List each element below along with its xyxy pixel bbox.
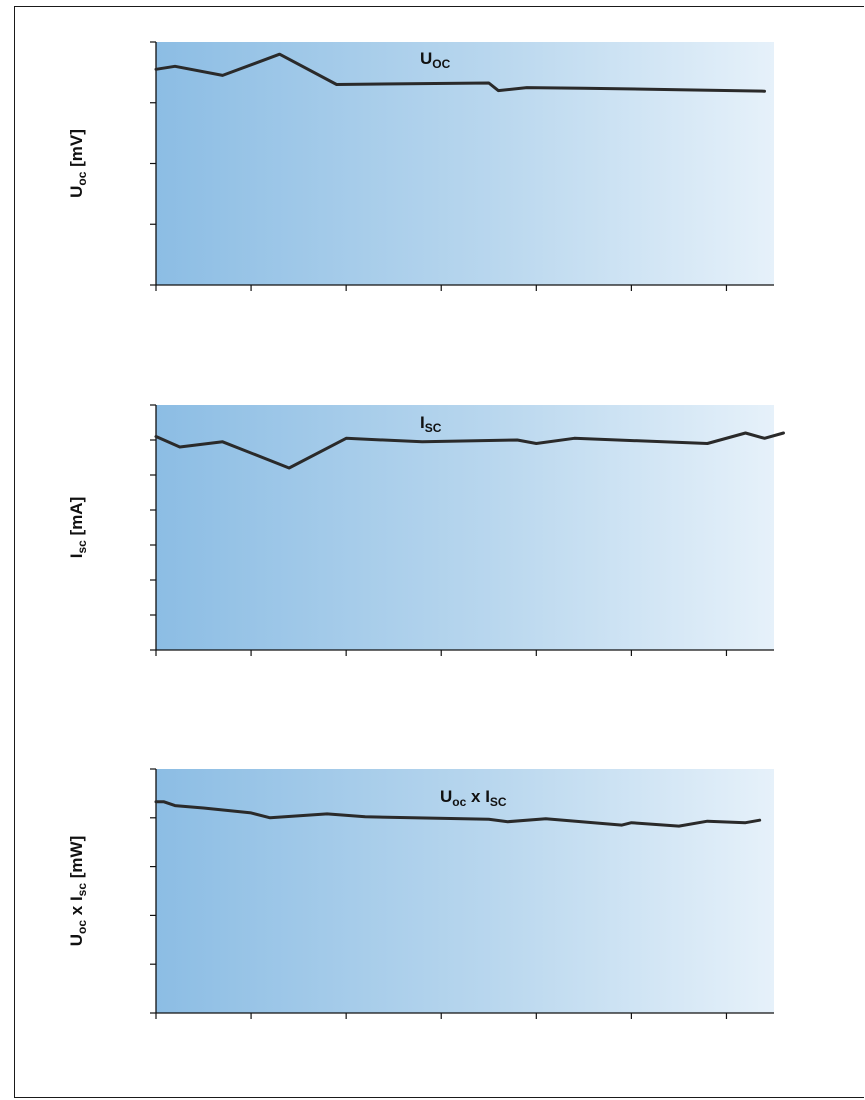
plot-area-2	[156, 405, 774, 650]
chart-3: Uoc x Isc [mW]Uoc x ISC	[67, 768, 774, 1019]
y-axis-label-3: Uoc x Isc [mW]	[67, 836, 89, 947]
series-label-2: ISC	[420, 413, 442, 435]
y-axis-label-2-part-0: I	[67, 554, 86, 559]
series-label-3-part-3: SC	[490, 795, 507, 809]
y-axis-label-3-part-3: sc	[75, 883, 89, 897]
series-label-3: Uoc x ISC	[440, 787, 507, 809]
series-line-3	[154, 800, 762, 828]
y-axis-label-1-part-0: U	[67, 186, 86, 198]
series-line-1	[154, 52, 766, 93]
y-axis-label-1-part-2: [mV]	[67, 129, 86, 172]
series-label-2-part-0: I	[420, 413, 425, 432]
y-axis-label-2: Isc [mA]	[67, 497, 89, 559]
series-label-3-part-1: oc	[452, 795, 466, 809]
y-axis-label-3-part-4: [mW]	[67, 836, 86, 883]
y-axis-label-3-part-1: oc	[75, 920, 89, 934]
y-axis-label-2-part-2: [mA]	[67, 497, 86, 540]
series-label-1: UOC	[420, 49, 451, 71]
plot-area-3	[156, 769, 774, 1013]
y-axis-label-3-part-2: x I	[67, 896, 86, 920]
chart-1: Uoc [mV]UOC	[67, 41, 774, 291]
chart-2: Isc [mA]ISC	[67, 404, 785, 656]
series-label-3-part-2: x I	[466, 787, 490, 806]
series-label-1-part-1: OC	[432, 57, 450, 71]
y-axis-label-1-part-1: oc	[75, 171, 89, 185]
y-axis-label-1: Uoc [mV]	[67, 129, 89, 198]
series-line-2	[154, 431, 785, 470]
series-label-1-part-0: U	[420, 49, 432, 68]
y-axis-label-2-part-1: sc	[75, 540, 89, 554]
y-axis-label-3-part-0: U	[67, 934, 86, 946]
series-label-3-part-0: U	[440, 787, 452, 806]
plot-area-1	[156, 42, 774, 285]
series-label-2-part-1: SC	[425, 421, 442, 435]
